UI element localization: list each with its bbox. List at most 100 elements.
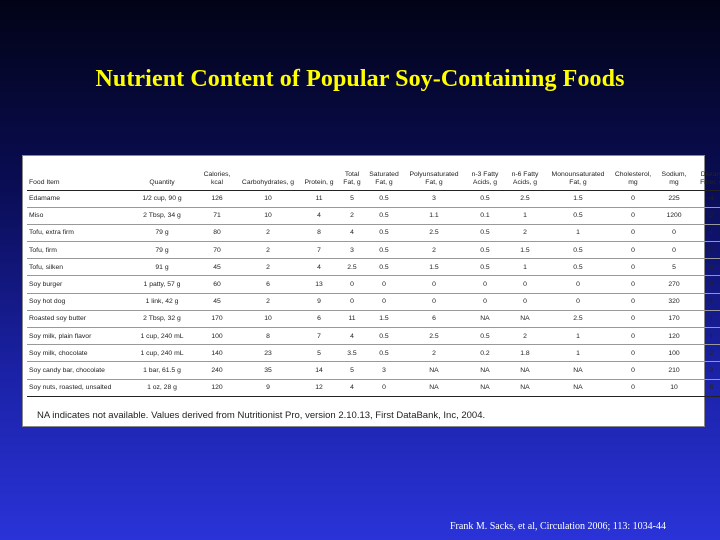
table-cell: 1.8 — [505, 344, 545, 363]
slide-title: Nutrient Content of Popular Soy-Containi… — [95, 66, 625, 92]
table-row: Soy nuts, roasted, unsalted 1 oz, 28 g 120… — [27, 379, 720, 397]
table-cell: NA — [465, 310, 505, 329]
table-row: Soy milk, chocolate 1 cup, 240 mL 140 23 5 3.… — [27, 344, 720, 363]
table-cell: 0 — [403, 275, 465, 294]
table-cell: 9 — [237, 379, 299, 397]
table-cell: 91 g — [127, 258, 197, 277]
table-cell: 2 — [237, 293, 299, 311]
table-cell: 0.2 — [465, 344, 505, 363]
table-cell: 79 g — [127, 241, 197, 260]
header-protein: Protein, g — [299, 160, 339, 191]
table-cell: 1/2 cup, 90 g — [127, 190, 197, 208]
table-cell: 0 — [693, 258, 720, 277]
table-cell: 2 — [505, 224, 545, 243]
table-cell: 5 — [299, 344, 339, 363]
table-cell: 240 — [197, 361, 237, 380]
table-cell: 0 — [611, 275, 655, 294]
table-cell: NA — [465, 379, 505, 397]
table-cell: 320 — [655, 293, 693, 311]
table-cell: NA — [505, 379, 545, 397]
table-cell: 0 — [365, 379, 403, 397]
table-cell: 1 — [693, 327, 720, 346]
table-cell: 2 — [403, 344, 465, 363]
nutrient-table: Food Item Quantity Calories, kcal Carboh… — [27, 160, 720, 397]
table-cell: 0 — [365, 275, 403, 294]
table-cell: 10 — [237, 207, 299, 225]
header-dietary-fiber: Dietary Fiber, g — [693, 160, 720, 191]
header-total-fat: Total Fat, g — [339, 160, 365, 191]
header-carbohydrates: Carbohydrates, g — [237, 160, 299, 191]
table-cell: 1 — [693, 310, 720, 329]
table-cell: 0.5 — [465, 327, 505, 346]
table-cell: 2 — [693, 361, 720, 380]
table-cell: 0 — [545, 275, 611, 294]
table-cell: 0.5 — [465, 190, 505, 208]
table-cell: 6 — [299, 310, 339, 329]
table-cell: 0 — [611, 241, 655, 260]
table-row: Soy hot dog 1 link, 42 g 45 2 9 0 0 0 0 0 0 0 320 1 — [27, 293, 720, 311]
table-cell: 210 — [655, 361, 693, 380]
table-cell: 11 — [299, 190, 339, 208]
table-cell: 0.5 — [365, 207, 403, 225]
table-cell: 79 g — [127, 224, 197, 243]
table-cell: 2.5 — [339, 258, 365, 277]
table-body: Edamame 1/2 cup, 90 g 126 10 11 5 0.5 3 0.5 2.5 1.… — [27, 190, 720, 397]
table-cell: 2 — [505, 327, 545, 346]
table-cell: 0.1 — [465, 207, 505, 225]
table-cell: 126 — [197, 190, 237, 208]
table-cell: 80 — [197, 224, 237, 243]
table-cell: 170 — [655, 310, 693, 329]
table-cell: 0 — [465, 275, 505, 294]
table-cell: Soy nuts, roasted, unsalted — [27, 379, 127, 397]
table-cell: 0 — [403, 293, 465, 311]
table-cell: Tofu, silken — [27, 258, 127, 277]
table-cell: 1 — [545, 327, 611, 346]
table-cell: NA — [545, 361, 611, 380]
table-cell: 0.5 — [545, 258, 611, 277]
table-row: Tofu, firm 79 g 70 2 7 3 0.5 2 0.5 1.5 0.5 0 0 <1 — [27, 241, 720, 260]
table-cell: 0 — [611, 224, 655, 243]
table-cell: 1 — [505, 207, 545, 225]
table-cell: 0 — [611, 379, 655, 397]
table-cell: 0 — [611, 190, 655, 208]
table-cell: 23 — [237, 344, 299, 363]
table-cell: 0 — [505, 293, 545, 311]
nutrient-table-panel: Food Item Quantity Calories, kcal Carboh… — [22, 155, 720, 427]
table-cell: Tofu, firm — [27, 241, 127, 260]
table-cell: 2 — [693, 207, 720, 225]
header-saturated-fat: Saturated Fat, g — [365, 160, 403, 191]
table-cell: 6 — [403, 310, 465, 329]
table-cell: 3 — [693, 275, 720, 294]
table-cell: 1 — [693, 293, 720, 311]
table-cell: NA — [465, 361, 505, 380]
table-cell: 10 — [237, 310, 299, 329]
table-cell: NA — [403, 361, 465, 380]
table-cell: 2 Tbsp, 32 g — [127, 310, 197, 329]
table-cell: NA — [505, 361, 545, 380]
table-cell: 1.5 — [545, 190, 611, 208]
header-polyunsaturated-fat: Polyunsaturated Fat, g — [403, 160, 465, 191]
table-cell: 170 — [197, 310, 237, 329]
table-cell: 120 — [197, 379, 237, 397]
table-cell: 1200 — [655, 207, 693, 225]
table-cell: 10 — [237, 190, 299, 208]
table-row: Soy candy bar, chocolate 1 bar, 61.5 g 240… — [27, 361, 720, 380]
table-cell: 2 — [237, 258, 299, 277]
table-cell: Soy milk, chocolate — [27, 344, 127, 363]
table-cell: 4 — [339, 224, 365, 243]
table-cell: 0.5 — [465, 224, 505, 243]
table-cell: 0.5 — [465, 258, 505, 277]
table-cell: 2 — [403, 241, 465, 260]
table-header-row: Food Item Quantity Calories, kcal Carboh… — [27, 160, 720, 191]
table-cell: 60 — [197, 275, 237, 294]
table-cell: 0 — [655, 224, 693, 243]
table-cell: Roasted soy butter — [27, 310, 127, 329]
table-cell: 0.5 — [465, 241, 505, 260]
table-cell: 45 — [197, 293, 237, 311]
table-cell: 0.5 — [365, 344, 403, 363]
table-cell: 4 — [339, 379, 365, 397]
table-cell: 0 — [655, 241, 693, 260]
table-cell: 0 — [611, 258, 655, 277]
table-cell: 0 — [545, 293, 611, 311]
table-cell: NA — [505, 310, 545, 329]
